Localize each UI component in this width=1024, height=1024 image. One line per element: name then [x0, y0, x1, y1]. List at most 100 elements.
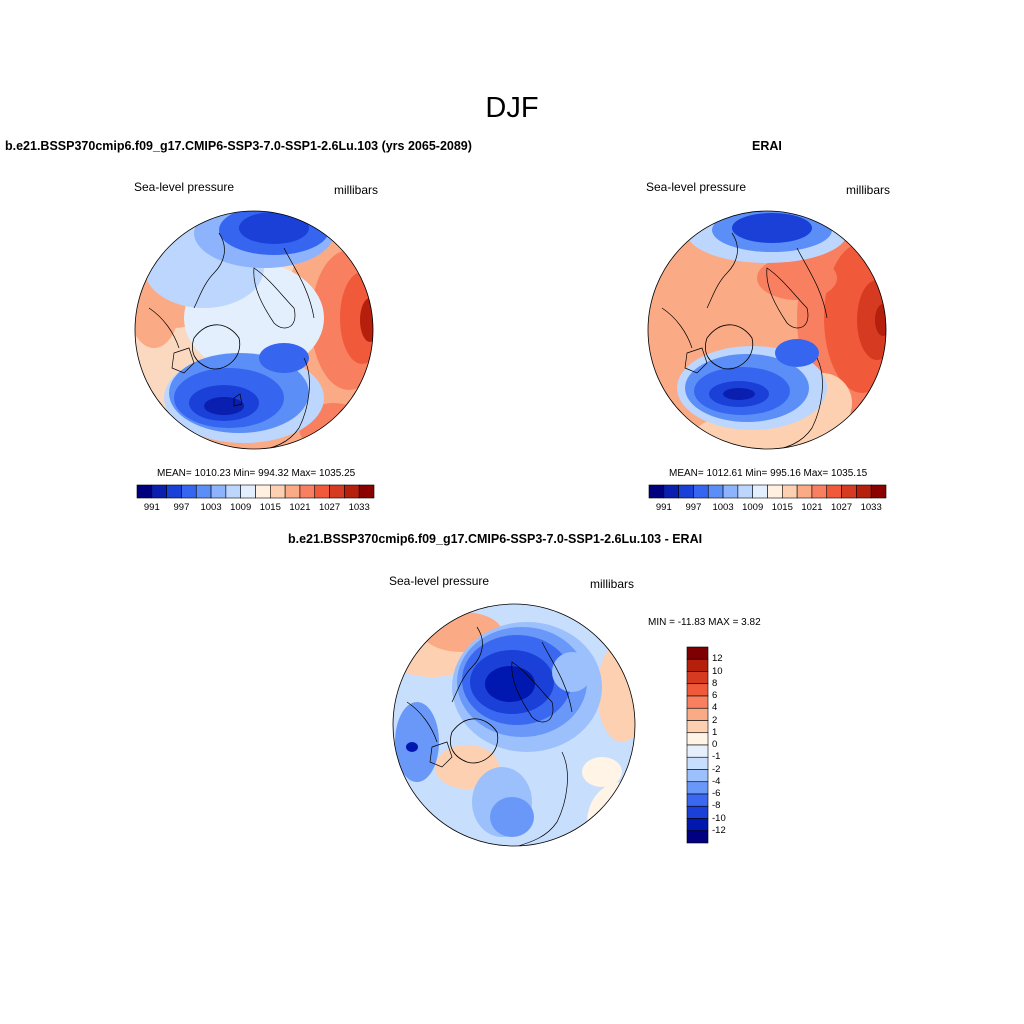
colorbar-tick-label: 1027: [830, 502, 853, 513]
colorbar-swatch: [678, 484, 694, 499]
colorbar-tick-label: -2: [712, 763, 721, 775]
colorbar-swatch: [686, 793, 709, 807]
colorbar-tick-label: 6: [712, 690, 718, 701]
colorbar-tick-label: 1009: [742, 502, 764, 513]
colorbar-swatch: [255, 484, 271, 499]
colorbar-tick-label: 2: [712, 714, 718, 726]
colorbar-swatch: [686, 646, 709, 660]
colorbar-swatch: [686, 830, 709, 844]
colorbar-swatch: [767, 484, 783, 499]
colorbar-swatch: [284, 484, 301, 499]
colorbar-swatch: [826, 484, 842, 499]
colorbar-swatch: [686, 658, 709, 672]
colorbar-tick-label: 1015: [259, 502, 281, 513]
colorbar-swatch: [796, 484, 813, 499]
diff-colorbar-ticks: 12 10 8 6 4 2 1 0 -1 -2 -4 -6 -8 -10 -12: [712, 647, 752, 843]
colorbar-tick-label: 997: [685, 502, 702, 513]
colorbar-swatch: [841, 484, 857, 499]
colorbar-swatch: [686, 732, 709, 746]
colorbar-swatch: [686, 781, 709, 795]
diff-colorbar: [686, 646, 709, 844]
colorbar-swatch: [856, 484, 872, 499]
colorbar-swatch: [358, 484, 375, 499]
obs-colorbar: [648, 484, 887, 499]
colorbar-tick-label: 991: [655, 502, 672, 513]
colorbar-tick-label: 10: [712, 665, 723, 677]
colorbar-swatch: [329, 484, 345, 499]
colorbar-tick-label: 8: [712, 677, 718, 689]
diff-units-label: millibars: [590, 577, 635, 591]
colorbar-swatch: [686, 671, 709, 685]
colorbar-tick-label: 1003: [712, 502, 734, 513]
model-stats: MEAN= 1010.23 Min= 994.32 Max= 1035.25: [157, 468, 356, 479]
colorbar-tick-label: -12: [712, 824, 726, 836]
colorbar-swatch: [737, 484, 753, 499]
model-variable-label: Sea-level pressure: [134, 180, 235, 194]
obs-units-label: millibars: [846, 183, 891, 197]
colorbar-tick-label: 1033: [348, 502, 370, 513]
model-units-label: millibars: [334, 183, 379, 197]
colorbar-swatch: [870, 484, 887, 499]
colorbar-tick-label: -8: [712, 800, 721, 812]
main-title: DJF: [485, 92, 539, 124]
colorbar-swatch: [195, 484, 212, 499]
colorbar-swatch: [225, 484, 241, 499]
colorbar-tick-label: -4: [712, 775, 721, 787]
model-colorbar: [136, 484, 375, 499]
diff-variable-label: Sea-level pressure: [389, 574, 490, 588]
colorbar-tick-label: 1: [712, 726, 718, 738]
diff-map: [392, 603, 636, 847]
colorbar-swatch: [151, 484, 167, 499]
colorbar-tick-label: -1: [712, 751, 721, 763]
colorbar-swatch: [686, 818, 709, 832]
model-panel-title: b.e21.BSSP370cmip6.f09_g17.CMIP6-SSP3-7.…: [5, 139, 472, 153]
colorbar-tick-label: 997: [173, 502, 190, 513]
colorbar-swatch: [686, 683, 709, 697]
colorbar-swatch: [782, 484, 798, 499]
colorbar-swatch: [686, 695, 709, 709]
colorbar-swatch: [663, 484, 679, 499]
colorbar-tick-label: 991: [143, 502, 160, 513]
colorbar-tick-label: 1009: [230, 502, 252, 513]
colorbar-swatch: [811, 484, 828, 499]
obs-stats: MEAN= 1012.61 Min= 995.16 Max= 1035.15: [669, 468, 868, 479]
diff-panel-title: b.e21.BSSP370cmip6.f09_g17.CMIP6-SSP3-7.…: [288, 532, 703, 546]
colorbar-tick-label: 1021: [289, 502, 311, 513]
colorbar-swatch: [299, 484, 316, 499]
colorbar-swatch: [686, 769, 709, 783]
colorbar-tick-label: -6: [712, 788, 721, 799]
colorbar-swatch: [686, 707, 709, 721]
colorbar-tick-label: 1021: [801, 502, 823, 513]
colorbar-swatch: [686, 805, 709, 819]
colorbar-tick-label: 4: [712, 702, 718, 714]
obs-variable-label: Sea-level pressure: [646, 180, 747, 194]
obs-colorbar-ticks: 991 997 1003 1009 1015 1021 1027 1033: [649, 502, 886, 516]
colorbar-tick-label: 0: [712, 739, 718, 750]
colorbar-tick-label: 1027: [318, 502, 341, 513]
colorbar-swatch: [240, 484, 256, 499]
obs-map: [647, 210, 887, 450]
colorbar-swatch: [136, 484, 153, 499]
colorbar-swatch: [693, 484, 709, 499]
colorbar-tick-label: -10: [712, 812, 726, 824]
colorbar-swatch: [270, 484, 286, 499]
diff-stats: MIN = -11.83 MAX = 3.82: [648, 617, 761, 628]
colorbar-swatch: [686, 720, 709, 734]
colorbar-swatch: [210, 484, 227, 499]
colorbar-swatch: [722, 484, 739, 499]
colorbar-swatch: [181, 484, 197, 499]
obs-panel-title: ERAI: [752, 139, 782, 153]
colorbar-tick-label: 1003: [200, 502, 222, 513]
colorbar-tick-label: 12: [712, 653, 723, 665]
colorbar-tick-label: 1033: [860, 502, 882, 513]
colorbar-swatch: [707, 484, 724, 499]
colorbar-swatch: [344, 484, 360, 499]
colorbar-swatch: [686, 756, 709, 770]
colorbar-swatch: [648, 484, 665, 499]
colorbar-swatch: [686, 744, 709, 758]
model-map: [134, 210, 374, 450]
model-colorbar-ticks: 991 997 1003 1009 1015 1021 1027 1033: [137, 502, 374, 516]
colorbar-swatch: [752, 484, 768, 499]
colorbar-swatch: [314, 484, 330, 499]
colorbar-tick-label: 1015: [771, 502, 793, 513]
